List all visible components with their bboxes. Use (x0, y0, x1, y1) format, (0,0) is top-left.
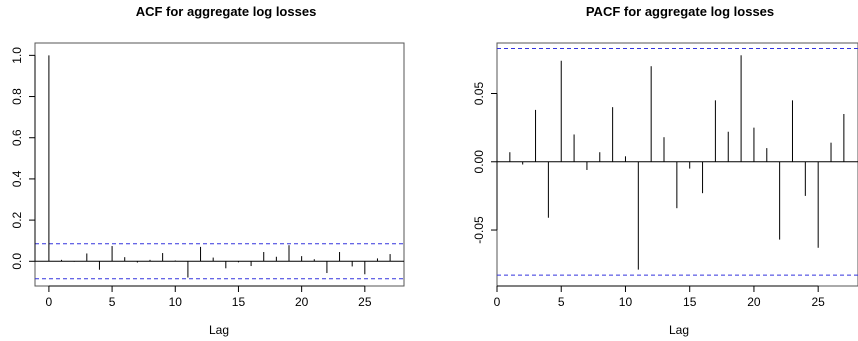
acf-x-tick-label: 0 (46, 295, 53, 309)
pacf-x-tick-label: 5 (558, 295, 565, 309)
pacf-y-tick-label: -0.05 (472, 216, 486, 244)
pacf-plot-frame (496, 42, 858, 287)
acf-x-tick-label: 15 (232, 295, 246, 309)
pacf-chart: PACF for aggregate log losses 0 5 10 15 20 25… (472, 4, 858, 337)
acf-y-tick-label: 0.6 (10, 129, 24, 146)
pacf-x-tick-label: 10 (619, 295, 633, 309)
acf-x-tick-label: 5 (109, 295, 116, 309)
acf-y-tick-label: 0.2 (10, 211, 24, 228)
acf-x-tick-label: 20 (295, 295, 309, 309)
pacf-y-tick-label: 0.05 (472, 82, 486, 106)
acf-x-tick-label: 25 (358, 295, 372, 309)
pacf-title: PACF for aggregate log losses (586, 4, 774, 19)
pacf-x-tick-label: 25 (811, 295, 825, 309)
acf-y-tick-label: 1.0 (10, 47, 24, 64)
pacf-y-tick-label: 0.00 (472, 150, 486, 174)
acf-y-tick-label: 0.0 (10, 253, 24, 270)
acf-title: ACF for aggregate log losses (136, 4, 317, 19)
pacf-x-tick-label: 15 (683, 295, 697, 309)
pacf-x-tick-label: 0 (494, 295, 501, 309)
pacf-x-tick-label: 20 (747, 295, 761, 309)
pacf-x-axis-label: Lag (669, 323, 689, 337)
acf-y-tick-label: 0.4 (10, 170, 24, 187)
acf-chart: ACF for aggregate log losses 0 5 10 15 20 25 … (10, 4, 405, 337)
acf-x-axis-label: Lag (209, 323, 229, 337)
acf-plot-frame (34, 42, 405, 287)
acf-x-tick-label: 10 (169, 295, 183, 309)
acf-y-tick-label: 0.8 (10, 88, 24, 105)
